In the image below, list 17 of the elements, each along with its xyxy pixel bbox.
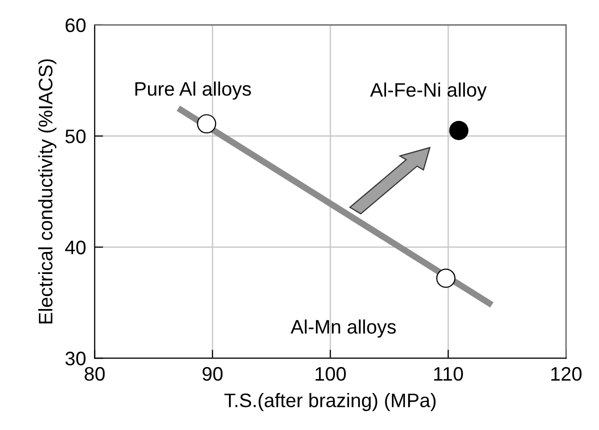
- y-tick-label: 50: [65, 129, 86, 144]
- x-tick-label: 80: [84, 367, 105, 381]
- point: [449, 120, 468, 140]
- annotation: Al-Mn alloys: [290, 319, 396, 338]
- annotation: Al-Fe-Ni alloy: [370, 82, 487, 101]
- annotation: Pure Al alloys: [135, 82, 251, 100]
- point: [436, 268, 456, 288]
- x-tick-label: 120: [551, 367, 582, 381]
- y-tick-label: 40: [65, 240, 86, 254]
- x-tick-label: 90: [202, 367, 223, 381]
- x-tick-label: 100: [316, 367, 346, 381]
- x-axis-title: T.S.(after brazing) (MPa): [224, 392, 436, 412]
- y-axis-title: Electrical conductivity (%IACS): [38, 59, 56, 324]
- y-tick-label: 60: [66, 18, 86, 32]
- x-tick-label: 110: [434, 367, 463, 381]
- y-tick-label: 30: [65, 352, 86, 366]
- point: [196, 114, 216, 134]
